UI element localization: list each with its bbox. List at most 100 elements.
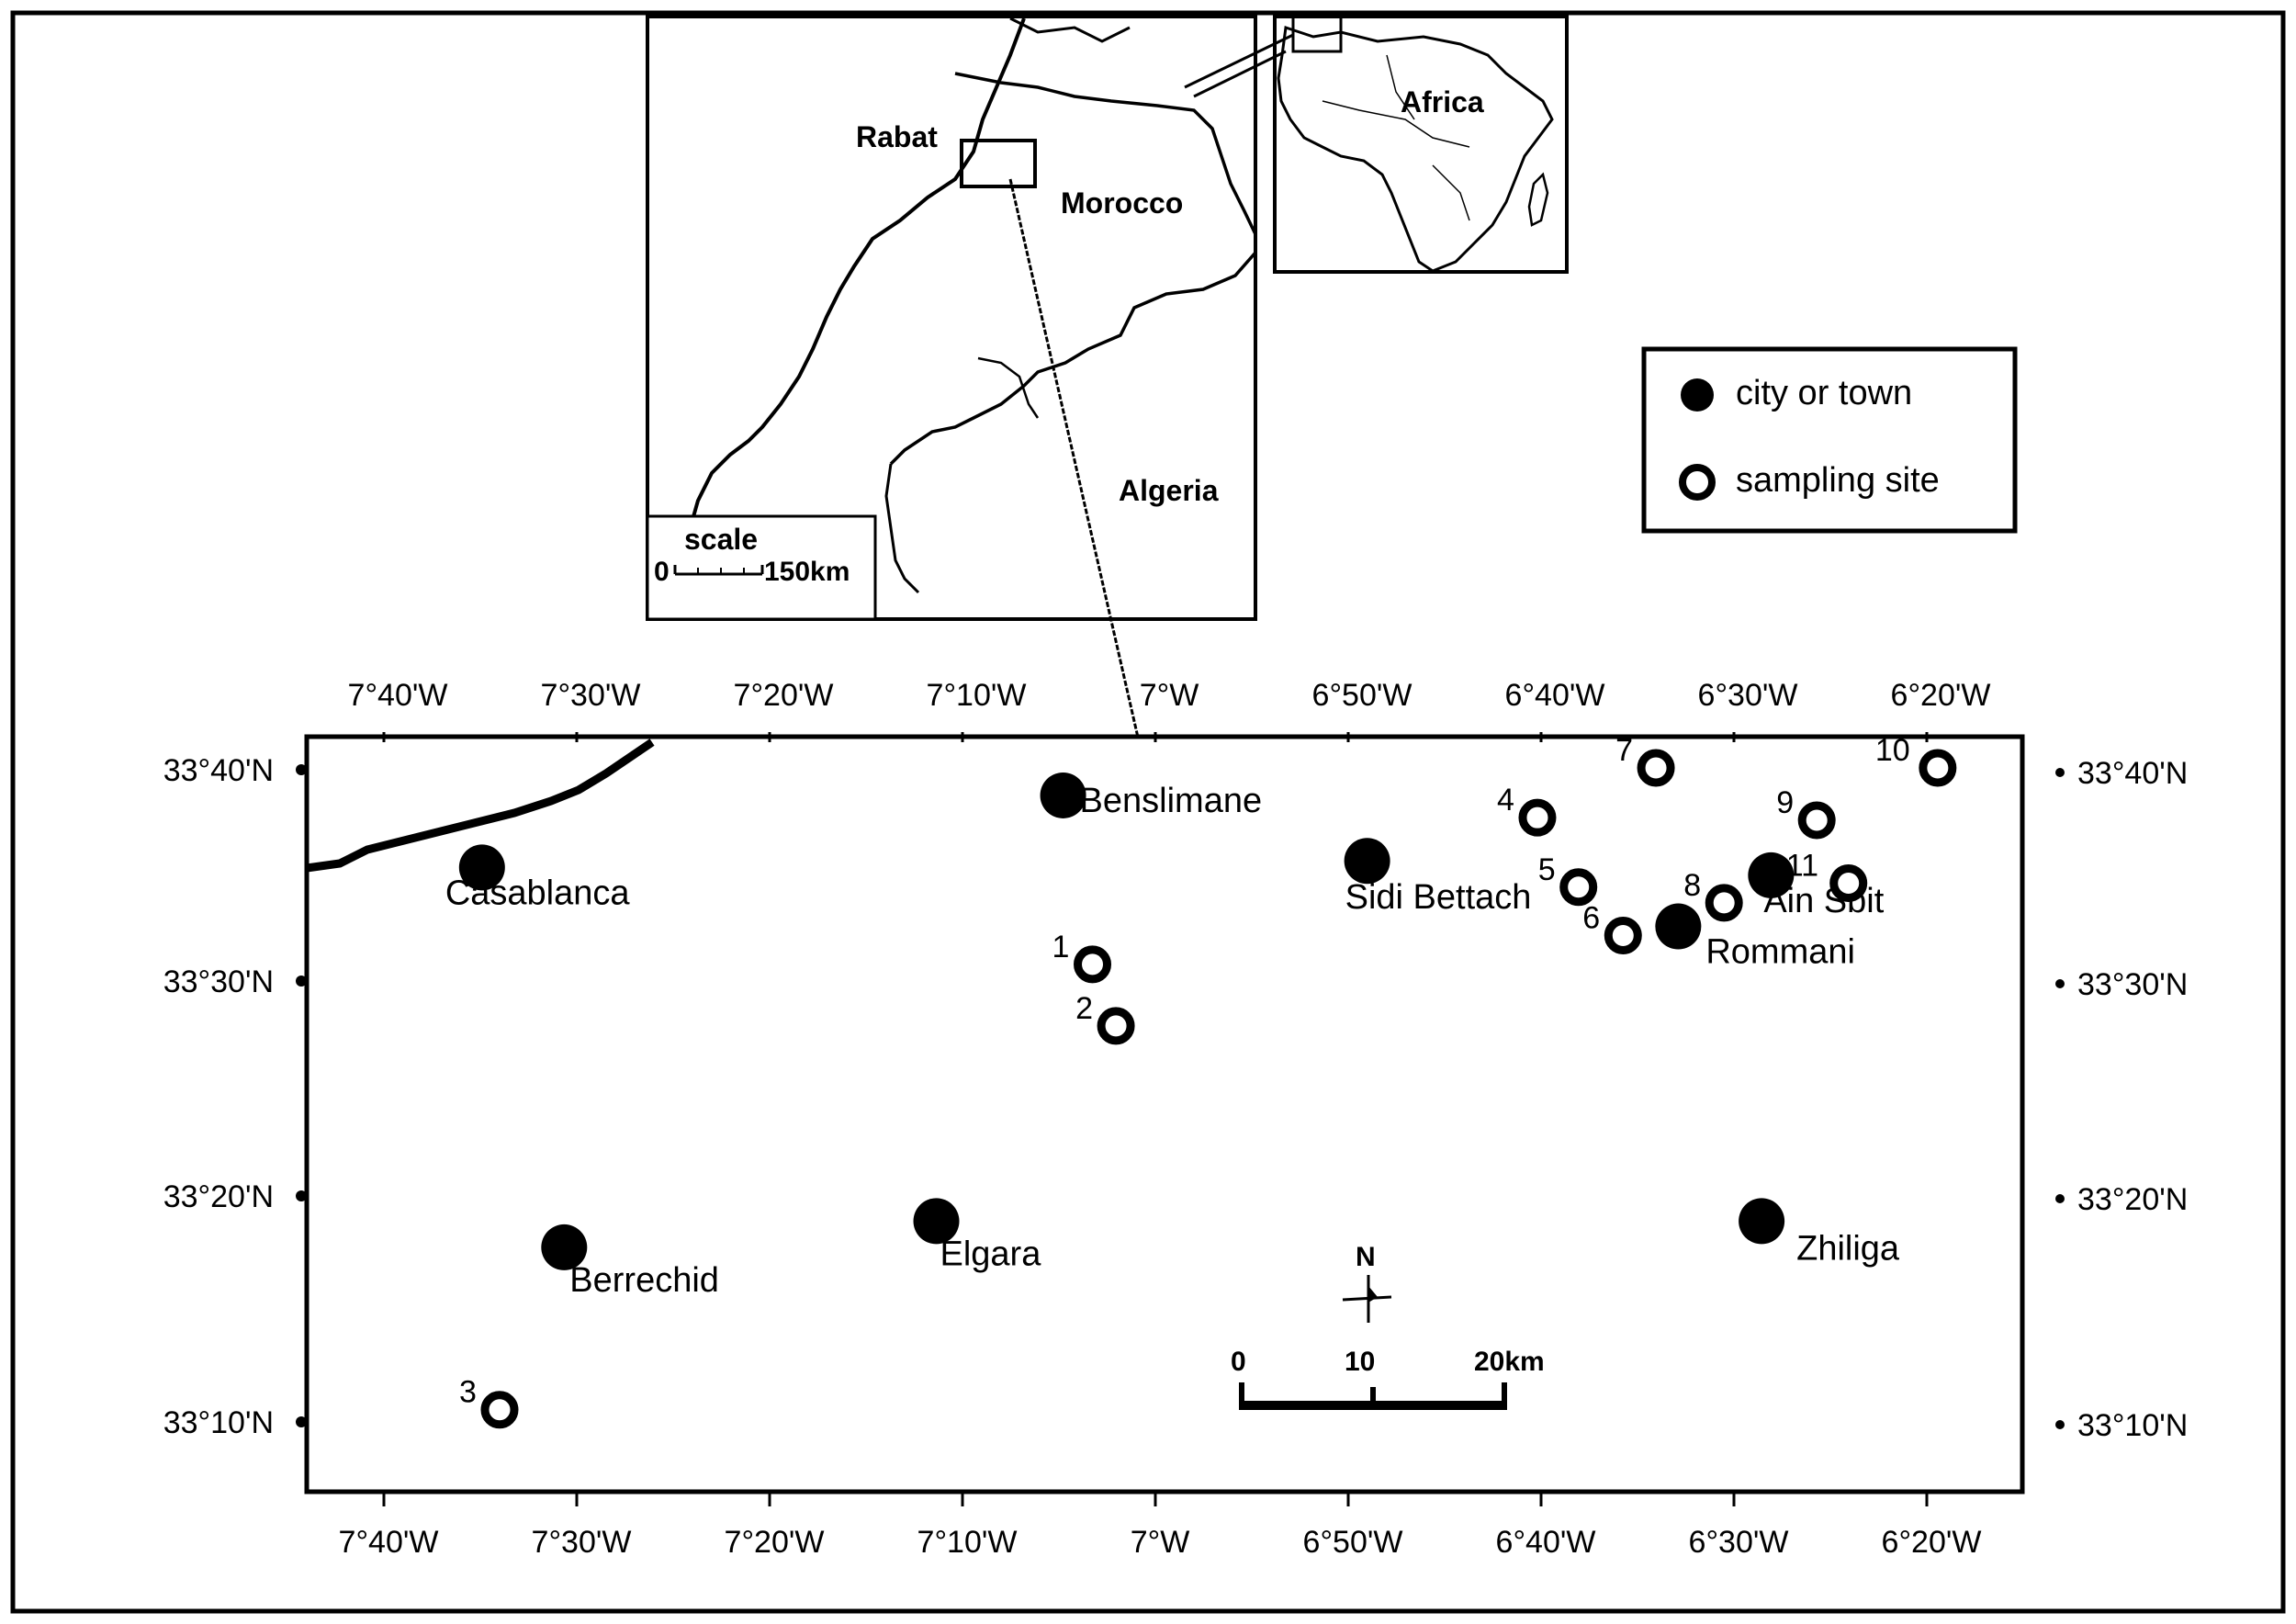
lon-tick-label-bottom: 7°10'W <box>917 1525 1018 1560</box>
lon-tick-label-top: 6°50'W <box>1312 678 1412 713</box>
inset-top-coast <box>1009 17 1131 43</box>
sampling-sites-layer: 12 3 456 7 8 9 10 11 <box>459 733 1957 1429</box>
lat-tick-label-right: 33°30'N <box>2077 967 2188 1002</box>
city-label-zhiliga: Zhiliga <box>1796 1229 1900 1268</box>
north-arrow-head <box>1368 1286 1378 1303</box>
sampling-site-marker-2 <box>1097 1007 1135 1045</box>
scale-bar-mid: 10 <box>1345 1347 1375 1377</box>
north-arrow: N <box>1342 1242 1392 1323</box>
lat-tick-label-right: 33°20'N <box>2077 1182 2188 1217</box>
legend: city or town sampling site <box>1641 346 2018 534</box>
southern-border <box>884 463 920 594</box>
scale-bar: 0 10 20km <box>1231 1347 1545 1410</box>
inset-scale-title: scale <box>684 523 758 556</box>
inset-africa-map: Africa <box>1184 15 1569 274</box>
lat-tick-mark-right <box>2055 979 2065 988</box>
lat-tick-label-left: 33°40'N <box>163 753 274 788</box>
lon-tick-label-top: 6°40'W <box>1505 678 1605 713</box>
lat-tick-mark-right <box>2055 768 2065 777</box>
lat-tick-label-left: 33°20'N <box>163 1179 274 1214</box>
lat-tick-mark-right <box>2055 1194 2065 1203</box>
city-label-sidi-bettach: Sidi Bettach <box>1345 878 1532 917</box>
city-label-benslimane: Benslimane <box>1080 782 1263 820</box>
atlantic-coastline <box>306 739 655 873</box>
lat-tick-mark-left <box>296 1416 307 1427</box>
sampling-site-marker-11 <box>1829 863 1868 902</box>
label-morocco: Morocco <box>1061 186 1183 220</box>
city-label-berrechid: Berrechid <box>569 1261 719 1300</box>
sampling-site-marker-9 <box>1797 801 1836 840</box>
sampling-site-label-3: 3 <box>459 1375 477 1410</box>
inset-scale-end: 150km <box>764 557 850 587</box>
city-marker-sidi-bettach <box>1344 838 1390 885</box>
sampling-site-label-5: 5 <box>1538 852 1556 887</box>
lon-tick-label-bottom: 7°20'W <box>725 1525 825 1560</box>
sampling-site-label-10: 10 <box>1875 733 1910 768</box>
lon-tick-label-bottom: 7°40'W <box>339 1525 439 1560</box>
lon-tick-label-top: 7°40'W <box>348 678 448 713</box>
africa-leader-line <box>1184 33 1294 89</box>
lon-tick-label-bottom: 7°W <box>1131 1525 1190 1560</box>
africa-outline <box>1277 26 1554 273</box>
lat-tick-label-left: 33°30'N <box>163 964 274 999</box>
city-marker-casablanca <box>458 844 505 891</box>
legend-frame <box>1641 346 2018 534</box>
city-marker-rommani <box>1655 903 1702 950</box>
city-marker-berrechid <box>541 1224 588 1270</box>
main-map-frame <box>304 734 2025 1494</box>
city-label-rommani: Rommani <box>1705 933 1855 972</box>
label-algeria: Algeria <box>1119 474 1219 507</box>
legend-site-symbol <box>1679 464 1716 501</box>
label-rabat: Rabat <box>856 120 938 153</box>
city-marker-benslimane <box>1040 772 1086 818</box>
sampling-site-marker-1 <box>1074 945 1112 984</box>
locator-leader-line <box>1008 178 1155 806</box>
scale-bar-zero: 0 <box>1231 1347 1246 1377</box>
main-map: 7°40'W 7°30'W 7°20'W 7°10'W 7°W 6°50'W 6°40'W 6… <box>163 678 2189 1560</box>
lat-tick-label-right: 33°10'N <box>2077 1408 2188 1443</box>
legend-city-label: city or town <box>1736 374 1912 412</box>
sampling-site-label-4: 4 <box>1497 783 1514 818</box>
scale-bar-end: 20km <box>1474 1347 1545 1377</box>
sampling-site-marker-10 <box>1919 749 1957 787</box>
sampling-site-marker-4 <box>1518 798 1557 837</box>
africa-leader-line-2 <box>1193 50 1287 98</box>
lat-tick-mark-right <box>2055 1420 2065 1429</box>
legend-city-symbol <box>1681 378 1714 412</box>
africa-internal-lines <box>1322 54 1470 221</box>
lon-tick-label-top: 6°20'W <box>1891 678 1991 713</box>
north-arrow-label: N <box>1356 1242 1376 1272</box>
city-label-casablanca: Casablanca <box>445 874 631 912</box>
inset-africa-frame <box>1273 15 1569 274</box>
lon-tick-label-bottom: 6°50'W <box>1303 1525 1403 1560</box>
sampling-site-marker-7 <box>1637 749 1675 787</box>
africa-locator-box <box>1291 15 1343 53</box>
lat-tick-label-left: 33°10'N <box>163 1405 274 1440</box>
lat-ticks-left: 33°40'N 33°30'N 33°20'N 33°10'N <box>163 753 307 1440</box>
lon-tick-label-bottom: 6°40'W <box>1496 1525 1596 1560</box>
city-label-elgara: Elgara <box>940 1235 1042 1273</box>
north-arrow-horizontal <box>1342 1295 1392 1302</box>
sampling-site-label-6: 6 <box>1582 901 1600 936</box>
lon-tick-label-top: 7°20'W <box>734 678 834 713</box>
outer-frame <box>10 10 2286 1614</box>
lon-tick-label-bottom: 6°30'W <box>1689 1525 1789 1560</box>
study-area-locator-box <box>960 139 1037 188</box>
lon-ticks-top: 7°40'W 7°30'W 7°20'W 7°10'W 7°W 6°50'W 6°40'W 6… <box>348 678 1991 742</box>
inset-scale-zero: 0 <box>654 557 670 587</box>
lon-ticks-bottom: 7°40'W 7°30'W 7°20'W 7°10'W 7°W 6°50'W 6°40'W 6… <box>339 1492 1981 1560</box>
morocco-algeria-border <box>889 251 1257 466</box>
lat-ticks-right: 33°40'N 33°30'N 33°20'N 33°10'N <box>2055 756 2188 1443</box>
lon-tick-label-top: 7°30'W <box>541 678 641 713</box>
morocco-coastline <box>678 17 1026 563</box>
sampling-site-marker-8 <box>1705 884 1743 922</box>
mediterranean-coast <box>954 72 1257 235</box>
city-marker-elgara <box>913 1198 960 1245</box>
madagascar <box>1527 172 1549 227</box>
sampling-site-label-11: 11 <box>1786 848 1818 883</box>
sampling-site-label-2: 2 <box>1075 991 1093 1026</box>
lat-tick-mark-left <box>296 1190 307 1201</box>
sampling-site-label-7: 7 <box>1615 733 1633 768</box>
